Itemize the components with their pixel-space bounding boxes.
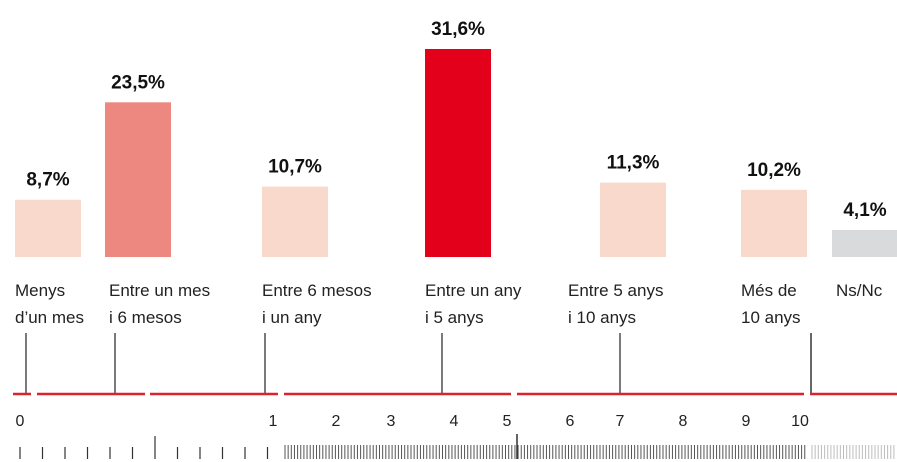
value-label: 4,1% [843,200,886,221]
tick-label: 6 [566,413,575,430]
tick-label: 8 [679,413,688,430]
tick-label: 9 [742,413,751,430]
bar [832,230,897,257]
category-label: i 5 anys [425,308,484,327]
bar [600,182,666,257]
value-label: 8,7% [26,170,69,191]
leader-lines-group [25,333,812,394]
category-label: Més de [741,281,797,300]
value-label: 23,5% [111,72,165,93]
bars-group [15,49,897,257]
timeline-ticks-group [19,434,895,459]
tick-label: 10 [791,413,809,430]
category-label: Entre un mes [109,281,210,300]
category-label: 10 anys [741,308,801,327]
category-label: Menys [15,281,65,300]
category-label: Ns/Nc [836,281,883,300]
timeline-tick-labels-group: 0 1 2 3 4 5 6 7 8 9 10 [16,413,809,430]
tick-label: 0 [16,413,25,430]
category-label: i un any [262,308,322,327]
category-label: Entre un any [425,281,522,300]
tick-label: 1 [269,413,278,430]
bar [15,199,81,257]
category-label: Entre 5 anys [568,281,663,300]
bar [741,189,807,257]
value-label: 11,3% [607,153,660,174]
category-label: i 10 anys [568,308,636,327]
bar [262,186,328,257]
bar [105,102,171,257]
category-label: d’un mes [15,308,84,327]
tick-label: 3 [387,413,396,430]
category-label: Entre 6 mesos [262,281,372,300]
tick-label: 4 [450,413,459,430]
value-label: 10,7% [268,157,322,178]
value-labels-group: 8,7% 23,5% 10,7% 31,6% 11,3% 10,2% 4,1% [26,19,886,221]
value-label: 31,6% [431,19,485,40]
bar [425,49,491,257]
tick-label: 7 [616,413,625,430]
value-label: 10,2% [747,160,801,181]
tick-label: 5 [503,413,512,430]
category-label: i 6 mesos [109,308,182,327]
tick-label: 2 [332,413,341,430]
category-labels-group: Menys d’un mes Entre un mes i 6 mesos Entre … [15,281,883,327]
